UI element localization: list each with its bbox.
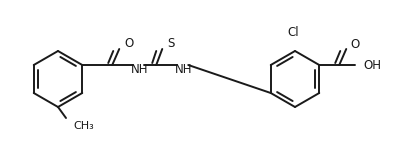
Text: O: O [350, 38, 359, 51]
Text: Cl: Cl [287, 26, 299, 39]
Text: CH₃: CH₃ [73, 121, 94, 131]
Text: OH: OH [363, 59, 381, 71]
Text: NH: NH [131, 63, 148, 75]
Text: S: S [167, 36, 174, 49]
Text: O: O [124, 36, 133, 49]
Text: NH: NH [174, 63, 192, 75]
